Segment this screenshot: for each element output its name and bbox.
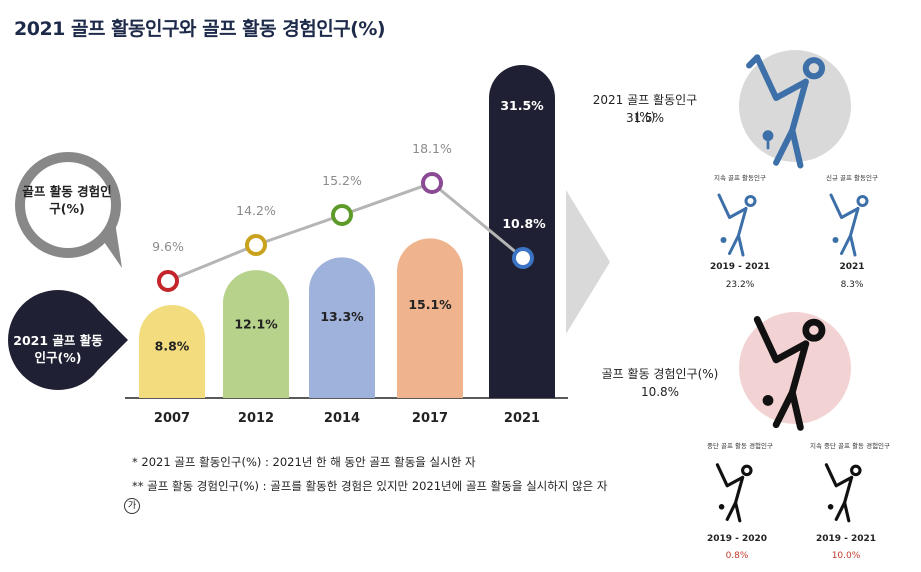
- active-left-year: 2019 - 2021: [709, 262, 771, 272]
- experience-point-2021: [512, 247, 534, 269]
- footnote-2: ** 골프 활동 경험인구(%) : 골프를 활동한 경험은 있지만 2021년…: [132, 479, 608, 493]
- bar-2014: [309, 257, 375, 398]
- experience-value-label: 10.8%: [502, 216, 546, 231]
- experience-value-label: 15.2%: [322, 173, 362, 188]
- experience-point-2007: [157, 270, 179, 292]
- experience-value: 10.8%: [640, 385, 680, 399]
- experience-left-year: 2019 - 2020: [706, 534, 768, 544]
- experience-right-year: 2019 - 2021: [815, 534, 877, 544]
- x-tick-label: 2014: [324, 411, 360, 426]
- active-right-caption: 신규 골프 활동인구: [826, 174, 878, 182]
- golfer-icon: [824, 463, 862, 523]
- experience-point-2017: [421, 172, 443, 194]
- bar-2017: [397, 238, 463, 398]
- golfer-icon: [715, 463, 753, 523]
- experience-heading: 골프 활동 경험인구(%): [601, 367, 719, 381]
- experience-bubble: [15, 152, 122, 268]
- bar-value-label: 12.1%: [234, 317, 278, 332]
- chart-title: 2021 골프 활동인구와 골프 활동 경험인구(%): [14, 18, 386, 40]
- experience-right-caption: 지속 중단 골프 활동 경험인구: [809, 442, 891, 450]
- active-left-caption: 지속 골프 활동인구: [714, 174, 766, 182]
- arrow-shape: [566, 190, 610, 334]
- x-tick-label: 2012: [238, 411, 274, 426]
- experience-label: 골프 활동 경험인구(%): [22, 184, 112, 216]
- experience-value-label: 18.1%: [412, 141, 452, 156]
- experience-point-2012: [245, 234, 267, 256]
- active-right-pct: 8.3%: [840, 280, 864, 290]
- active-left-pct: 23.2%: [725, 280, 755, 290]
- x-tick-label: 2021: [504, 411, 540, 426]
- bar-2007: [139, 304, 205, 398]
- bar-value-label: 8.8%: [155, 338, 190, 353]
- experience-value-label: 9.6%: [152, 239, 184, 254]
- bar-value-label: 15.1%: [408, 297, 452, 312]
- footnote-1: * 2021 골프 활동인구(%) : 2021년 한 해 동안 골프 활동을 …: [132, 455, 476, 469]
- experience-left-pct: 0.8%: [725, 551, 749, 561]
- golfer-icon: [753, 316, 826, 431]
- experience-value-label: 14.2%: [236, 203, 276, 218]
- source-mark: 가: [124, 498, 140, 514]
- x-tick-label: 2017: [412, 411, 448, 426]
- golfer-icon: [829, 193, 869, 257]
- active-right-year: 2021: [839, 262, 865, 272]
- experience-point-2014: [331, 204, 353, 226]
- bar-value-label: 13.3%: [320, 309, 364, 324]
- experience-right-pct: 10.0%: [831, 551, 861, 561]
- bar-value-label: 31.5%: [500, 98, 544, 113]
- active-heading: 2021 골프 활동인구(%): [592, 93, 698, 124]
- golfer-icon: [717, 193, 757, 257]
- active-value: 31.5%: [625, 111, 665, 125]
- bar-2021: [489, 65, 555, 398]
- bar-2012: [223, 270, 289, 398]
- experience-left-caption: 중단 골프 활동 경험인구: [707, 442, 773, 450]
- golfer-icon: [746, 54, 826, 169]
- x-tick-label: 2007: [154, 411, 190, 426]
- activity-bubble: [8, 290, 128, 390]
- activity-label: 2021 골프 활동인구(%): [13, 333, 103, 365]
